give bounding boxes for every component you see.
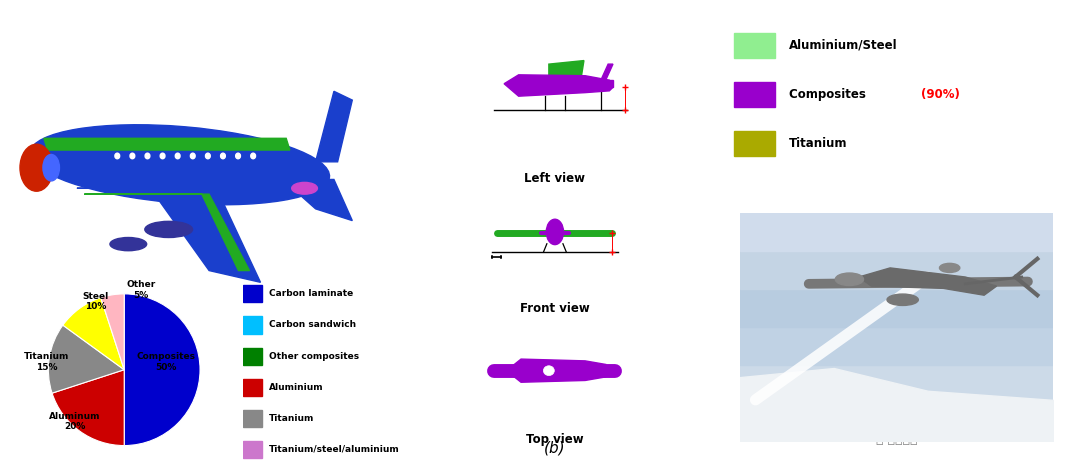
Ellipse shape <box>835 273 864 285</box>
Polygon shape <box>84 194 249 271</box>
Text: Front view: Front view <box>521 301 590 315</box>
Polygon shape <box>549 61 584 76</box>
Ellipse shape <box>110 237 147 251</box>
Circle shape <box>546 219 564 245</box>
Bar <box>734 131 775 155</box>
Ellipse shape <box>130 153 135 159</box>
Ellipse shape <box>145 153 150 159</box>
Text: Left view: Left view <box>525 173 585 185</box>
Text: Aluminium/Steel: Aluminium/Steel <box>789 39 897 52</box>
Text: Titanium
15%: Titanium 15% <box>24 353 69 372</box>
Text: (b): (b) <box>544 440 566 456</box>
Bar <box>740 289 1053 327</box>
Bar <box>740 365 1053 403</box>
Polygon shape <box>507 359 606 382</box>
Text: Steel
10%: Steel 10% <box>82 292 108 311</box>
Polygon shape <box>594 80 613 87</box>
Bar <box>243 410 262 427</box>
Polygon shape <box>44 138 289 150</box>
Bar <box>740 403 1053 441</box>
Text: Carbon laminate: Carbon laminate <box>269 290 353 298</box>
Ellipse shape <box>30 125 329 205</box>
Wedge shape <box>100 294 124 370</box>
Wedge shape <box>63 298 124 370</box>
Ellipse shape <box>235 153 241 159</box>
Bar <box>243 317 262 334</box>
Wedge shape <box>49 325 124 393</box>
Text: Aluminium: Aluminium <box>269 383 324 392</box>
Bar <box>734 82 775 107</box>
Text: (90%): (90%) <box>920 88 959 101</box>
Polygon shape <box>77 188 260 283</box>
Text: Other composites: Other composites <box>269 352 360 361</box>
Polygon shape <box>600 64 613 80</box>
Text: Titanium: Titanium <box>269 414 314 423</box>
Ellipse shape <box>205 153 211 159</box>
Text: Other
5%: Other 5% <box>126 281 156 300</box>
Bar <box>243 285 262 302</box>
Wedge shape <box>52 370 124 446</box>
Polygon shape <box>315 91 352 162</box>
Text: Composites: Composites <box>789 88 870 101</box>
Text: 📢 玻纤复材: 📢 玻纤复材 <box>876 433 917 447</box>
Polygon shape <box>504 75 613 96</box>
Ellipse shape <box>175 153 180 159</box>
Ellipse shape <box>160 153 165 159</box>
Bar <box>243 441 262 458</box>
Text: Carbon sandwich: Carbon sandwich <box>269 320 356 329</box>
Text: Aluminum
20%: Aluminum 20% <box>50 411 100 431</box>
Ellipse shape <box>145 221 192 237</box>
Text: Top view: Top view <box>526 433 583 446</box>
Ellipse shape <box>220 153 226 159</box>
Bar <box>243 347 262 365</box>
Bar <box>734 33 775 58</box>
Bar <box>740 251 1053 289</box>
Ellipse shape <box>251 153 256 159</box>
Ellipse shape <box>190 153 195 159</box>
Polygon shape <box>859 268 997 295</box>
Polygon shape <box>283 180 352 220</box>
Ellipse shape <box>543 366 554 375</box>
Ellipse shape <box>21 144 53 191</box>
Ellipse shape <box>292 182 318 194</box>
Text: Titanium/steel/aluminium: Titanium/steel/aluminium <box>269 445 400 454</box>
Ellipse shape <box>887 294 918 305</box>
Ellipse shape <box>43 155 59 181</box>
Text: Titanium: Titanium <box>789 137 848 150</box>
Ellipse shape <box>940 264 960 273</box>
Bar <box>740 213 1053 251</box>
Ellipse shape <box>114 153 120 159</box>
Text: Composites
50%: Composites 50% <box>136 353 195 372</box>
Bar <box>243 379 262 396</box>
Circle shape <box>600 366 606 375</box>
Wedge shape <box>124 294 200 446</box>
Bar <box>740 327 1053 365</box>
